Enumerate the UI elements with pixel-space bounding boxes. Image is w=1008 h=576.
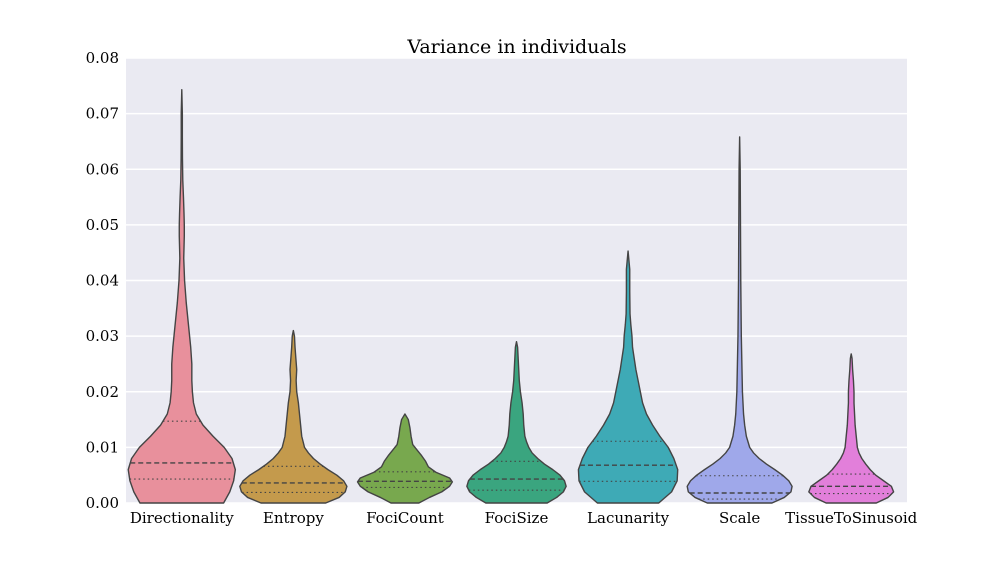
y-tick-label: 0.07 bbox=[86, 105, 119, 123]
violin-tissuetosinusoid bbox=[808, 353, 895, 504]
y-tick-label: 0.04 bbox=[86, 272, 119, 290]
x-tick-label: Entropy bbox=[263, 509, 324, 527]
violin-focicount bbox=[356, 413, 454, 504]
x-tick-label: Scale bbox=[719, 509, 760, 527]
violin-directionality bbox=[127, 89, 237, 504]
violin-body bbox=[127, 89, 237, 504]
violin-body bbox=[808, 353, 895, 504]
x-tick-label: TissueToSinusoid bbox=[785, 509, 918, 527]
y-tick-label: 0.02 bbox=[86, 383, 119, 401]
violins bbox=[127, 89, 895, 504]
violin-body bbox=[577, 250, 679, 504]
chart-title: Variance in individuals bbox=[406, 36, 626, 58]
violin-body bbox=[686, 136, 793, 504]
y-tick-label: 0.03 bbox=[86, 327, 119, 345]
violin-body bbox=[239, 329, 348, 504]
x-tick-label: Lacunarity bbox=[587, 509, 670, 527]
x-tick-label: FociSize bbox=[485, 509, 549, 527]
y-tick-label: 0.00 bbox=[86, 494, 119, 512]
y-tick-label: 0.01 bbox=[86, 438, 119, 456]
violin-scale bbox=[686, 136, 793, 504]
y-tick-label: 0.08 bbox=[86, 49, 119, 67]
violin-entropy bbox=[239, 329, 348, 504]
x-tick-label: FociCount bbox=[366, 509, 444, 527]
violin-lacunarity bbox=[577, 250, 679, 504]
x-tick-label: Directionality bbox=[130, 509, 234, 527]
violin-focisize bbox=[466, 340, 567, 504]
y-tick-label: 0.05 bbox=[86, 216, 119, 234]
violin-body bbox=[466, 340, 567, 504]
y-tick-labels: 0.00 0.01 0.02 0.03 0.04 0.05 0.06 0.07 0.08 bbox=[86, 49, 119, 512]
y-tick-label: 0.06 bbox=[86, 160, 119, 178]
x-tick-labels: Directionality Entropy FociCount FociSize La… bbox=[130, 509, 918, 527]
